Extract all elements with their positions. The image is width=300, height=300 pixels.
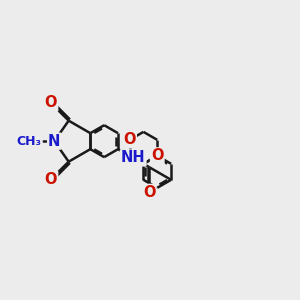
Text: NH: NH [121, 150, 146, 165]
Text: O: O [45, 95, 57, 110]
Text: O: O [151, 148, 164, 164]
Text: O: O [143, 185, 156, 200]
Text: O: O [123, 132, 136, 147]
Text: O: O [45, 172, 57, 187]
Text: N: N [48, 134, 61, 149]
Text: CH₃: CH₃ [17, 135, 42, 148]
